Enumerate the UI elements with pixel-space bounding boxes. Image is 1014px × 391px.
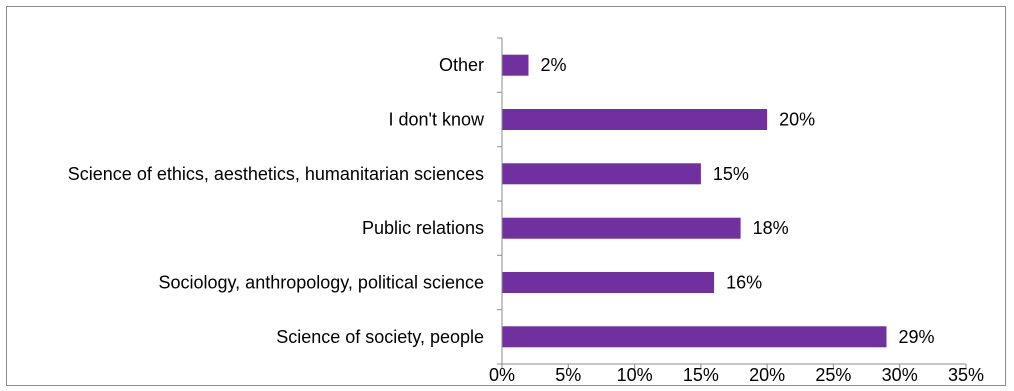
- category-label: Science of ethics, aesthetics, humanitar…: [68, 164, 484, 184]
- category-label: Other: [439, 55, 484, 75]
- category-label: Sociology, anthropology, political scien…: [158, 273, 484, 293]
- x-tick-label: 5%: [555, 365, 581, 385]
- data-label: 29%: [899, 327, 935, 347]
- x-tick-label: 10%: [617, 365, 653, 385]
- bar: [502, 272, 715, 293]
- bar: [502, 163, 701, 185]
- x-tick-label: 0%: [489, 365, 515, 385]
- data-label: 16%: [726, 273, 762, 293]
- data-label: 20%: [779, 110, 815, 130]
- bar: [502, 54, 529, 76]
- data-label: 18%: [753, 218, 789, 238]
- labels-layer: Science of society, people 29% Sociology, …: [68, 55, 984, 385]
- x-tick-label: 15%: [683, 365, 719, 385]
- bar: [502, 217, 741, 239]
- axis-layer: [497, 37, 967, 369]
- x-tick-label: 20%: [749, 365, 785, 385]
- category-label: Science of society, people: [276, 327, 484, 347]
- data-label: 2%: [541, 55, 567, 75]
- x-tick-label: 35%: [948, 365, 984, 385]
- bar: [502, 109, 768, 130]
- data-label: 15%: [713, 164, 749, 184]
- category-label: I don't know: [389, 110, 485, 130]
- x-tick-label: 30%: [882, 365, 918, 385]
- category-label: Public relations: [362, 218, 484, 238]
- bar: [502, 326, 887, 348]
- bars-layer: [502, 54, 887, 348]
- x-tick-label: 25%: [815, 365, 851, 385]
